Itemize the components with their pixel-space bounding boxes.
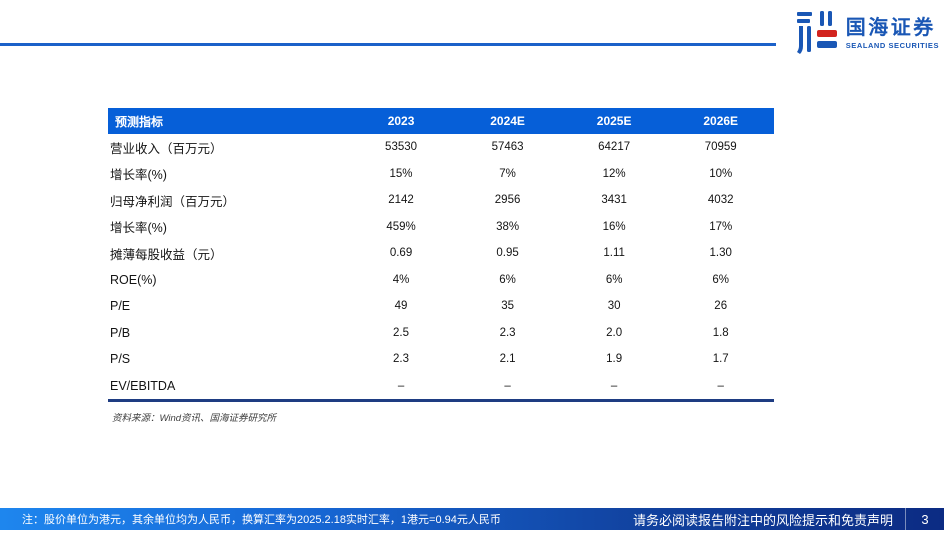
- row-label: 增长率(%): [110, 168, 167, 183]
- table-row: 增长率(%) 459% 38% 16% 17%: [108, 214, 774, 241]
- table-body: 营业收入（百万元） 53530 57463 64217 70959 增长率(%) 15% 7%…: [108, 134, 774, 401]
- row-value: 4%: [392, 273, 410, 286]
- row-label: P/S: [110, 352, 131, 367]
- footer-disclaimer: 请务必阅读报告附注中的风险提示和免责声明: [632, 512, 893, 528]
- row-value: 6%: [499, 273, 516, 286]
- row-label: P/E: [110, 299, 131, 314]
- row-value: 1.9: [606, 353, 623, 366]
- row-value: 70959: [704, 141, 737, 154]
- row-value: 2.0: [606, 326, 623, 339]
- table-row: EV/EBITDA – – – –: [108, 373, 774, 401]
- footer-note: 注：股价单位为港元，其余单位均为人民币，换算汇率为2025.2.18实时汇率，1…: [22, 514, 501, 526]
- row-value: 459%: [386, 220, 416, 233]
- source-note: 资料来源：Wind资讯、国海证券研究所: [112, 413, 277, 424]
- table-row: 营业收入（百万元） 53530 57463 64217 70959: [108, 134, 774, 161]
- row-value: 17%: [709, 220, 733, 233]
- row-value: 2.3: [499, 326, 516, 339]
- header-rule: [0, 43, 776, 46]
- forecast-table: 预测指标 2023 2024E 2025E 2026E 营业收入（百万元） 535…: [108, 108, 774, 402]
- row-label: 归母净利润（百万元）: [110, 194, 236, 209]
- row-value: 1.30: [709, 247, 732, 260]
- row-value: 49: [394, 300, 408, 313]
- table-row: ROE(%) 4% 6% 6% 6%: [108, 267, 774, 294]
- footer-bar: 注：股价单位为港元，其余单位均为人民币，换算汇率为2025.2.18实时汇率，1…: [0, 508, 944, 530]
- row-value: 2956: [494, 194, 521, 207]
- row-value: 35: [501, 300, 514, 313]
- table-row: 摊薄每股收益（元） 0.69 0.95 1.11 1.30: [108, 240, 774, 267]
- row-value: 16%: [602, 220, 626, 233]
- company-logo: 国海证券 SEALAND SECURITIES: [795, 9, 939, 56]
- row-value: –: [397, 379, 405, 392]
- column-header-2026e: 2026E: [667, 108, 774, 134]
- row-value: –: [610, 379, 618, 392]
- row-label: ROE(%): [110, 272, 157, 287]
- row-value: 2142: [388, 194, 414, 207]
- row-value: 7%: [499, 167, 516, 180]
- row-value: 4032: [707, 194, 734, 207]
- row-label: EV/EBITDA: [110, 378, 176, 393]
- footer-right-group: 请务必阅读报告附注中的风险提示和免责声明 3: [633, 508, 944, 530]
- table-row: P/E 49 35 30 26: [108, 293, 774, 320]
- column-header-metric: 预测指标: [108, 108, 348, 134]
- logo-text: 国海证券 SEALAND SECURITIES: [846, 16, 939, 50]
- row-label: 增长率(%): [110, 221, 167, 236]
- row-value: 57463: [491, 141, 524, 154]
- row-value: 6%: [605, 273, 623, 286]
- row-value: 3431: [601, 194, 627, 207]
- row-value: –: [717, 379, 724, 392]
- row-value: –: [504, 379, 511, 392]
- row-value: 15%: [389, 167, 413, 180]
- row-value: 12%: [602, 167, 626, 180]
- row-label: 营业收入（百万元）: [110, 141, 223, 156]
- table-row: P/B 2.5 2.3 2.0 1.8: [108, 320, 774, 347]
- row-value: 2.3: [393, 353, 410, 366]
- row-value: 30: [607, 300, 621, 313]
- forecast-table-section: 预测指标 2023 2024E 2025E 2026E 营业收入（百万元） 535…: [108, 108, 774, 424]
- row-value: 10%: [709, 167, 733, 180]
- row-value: 0.95: [496, 247, 519, 260]
- row-value: 1.11: [603, 247, 625, 260]
- row-label: 摊薄每股收益（元）: [110, 247, 223, 262]
- column-header-2023: 2023: [347, 108, 455, 134]
- row-value: 1.8: [712, 326, 729, 339]
- row-value: 53530: [385, 141, 418, 154]
- table-header-row: 预测指标 2023 2024E 2025E 2026E: [108, 108, 774, 134]
- table-row: P/S 2.3 2.1 1.9 1.7: [108, 346, 774, 373]
- sealand-logo-icon: [796, 11, 837, 54]
- table-row: 归母净利润（百万元） 2142 2956 3431 4032: [108, 187, 774, 214]
- row-value: 2.1: [499, 353, 516, 366]
- row-value: 6%: [712, 273, 730, 286]
- logo-name-cn: 国海证券: [845, 16, 936, 39]
- page-number: 3: [905, 508, 944, 530]
- row-value: 26: [714, 300, 728, 313]
- row-value: 0.69: [389, 247, 413, 260]
- row-value: 1.7: [712, 353, 729, 366]
- column-header-2024e: 2024E: [454, 108, 561, 134]
- row-value: 38%: [496, 220, 520, 233]
- row-value: 2.5: [393, 326, 410, 339]
- table-row: 增长率(%) 15% 7% 12% 10%: [108, 161, 774, 188]
- row-label: P/B: [110, 325, 131, 340]
- row-value: 64217: [598, 141, 631, 154]
- column-header-2025e: 2025E: [560, 108, 668, 134]
- logo-name-en: SEALAND SECURITIES: [845, 40, 939, 50]
